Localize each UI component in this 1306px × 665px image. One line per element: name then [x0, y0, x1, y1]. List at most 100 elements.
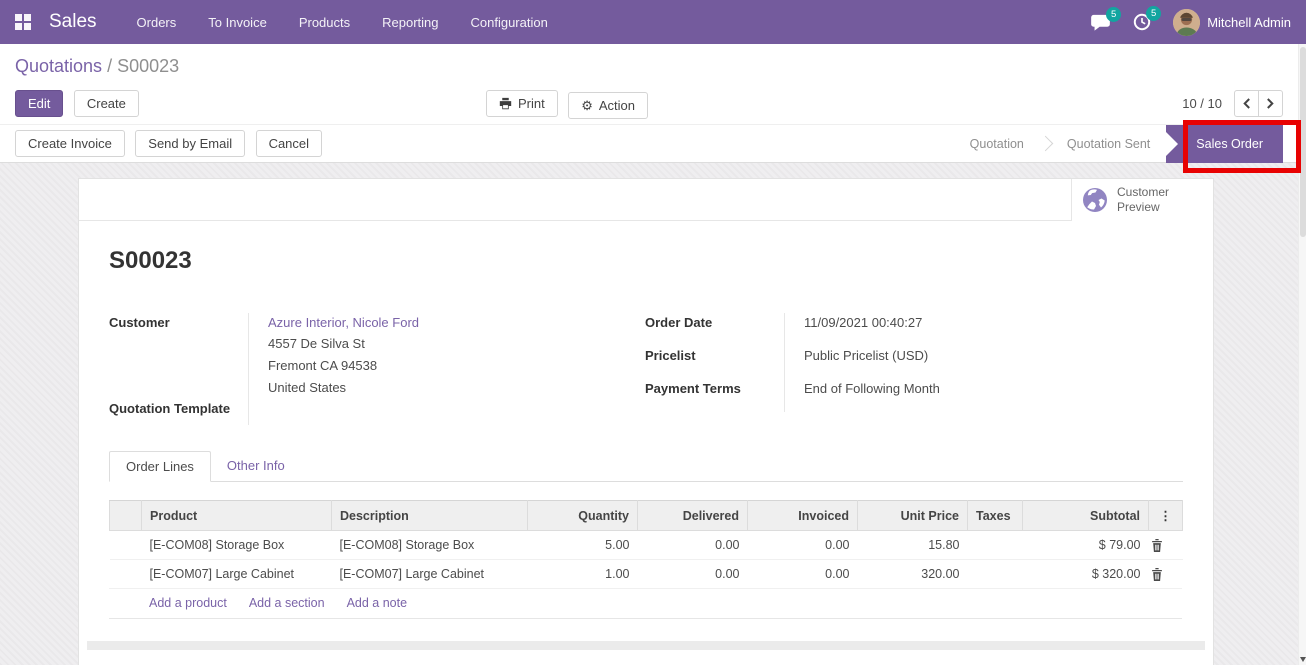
menu-products[interactable]: Products: [299, 11, 350, 34]
cell-product[interactable]: [E-COM08] Storage Box: [142, 531, 332, 560]
statusbar: Quotation Quotation Sent Sales Order: [970, 125, 1283, 162]
create-button[interactable]: Create: [74, 90, 139, 117]
add-a-product-link[interactable]: Add a product: [149, 596, 227, 610]
menu-to-invoice[interactable]: To Invoice: [208, 11, 267, 34]
cell-taxes[interactable]: [968, 531, 1023, 560]
messages-button[interactable]: 5: [1090, 14, 1111, 31]
content-area: Customer Preview S00023 Customer Azure I…: [0, 163, 1298, 665]
activities-button[interactable]: 5: [1133, 13, 1151, 31]
page: Sales Orders To Invoice Products Reporti…: [0, 0, 1306, 665]
add-a-note-link[interactable]: Add a note: [347, 596, 407, 610]
trash-icon: [1151, 568, 1181, 581]
optional-columns-toggle-icon[interactable]: ⋮: [1149, 501, 1183, 531]
status-quotation-sent[interactable]: Quotation Sent: [1067, 137, 1150, 151]
print-button[interactable]: Print: [486, 90, 558, 117]
create-invoice-button[interactable]: Create Invoice: [15, 130, 125, 157]
col-delivered[interactable]: Delivered: [638, 501, 748, 531]
cell-unit-price[interactable]: 15.80: [858, 531, 968, 560]
order-date-value: 11/09/2021 00:40:27: [784, 313, 1181, 346]
form-sheet: Customer Preview S00023 Customer Azure I…: [78, 178, 1214, 665]
pricelist-label: Pricelist: [645, 346, 784, 379]
messages-count-badge: 5: [1106, 7, 1121, 22]
payment-terms-value: End of Following Month: [784, 379, 1181, 412]
customer-address-city: Fremont CA 94538: [268, 357, 645, 374]
apps-menu-icon[interactable]: [15, 14, 31, 30]
col-unit-price[interactable]: Unit Price: [858, 501, 968, 531]
breadcrumb-quotations-link[interactable]: Quotations: [15, 56, 102, 76]
breadcrumb-separator: /: [107, 56, 112, 76]
user-name: Mitchell Admin: [1207, 15, 1291, 30]
order-lines-table: Product Description Quantity Delivered I…: [109, 500, 1182, 619]
cell-unit-price[interactable]: 320.00: [858, 560, 968, 589]
pager-next-button[interactable]: [1258, 90, 1283, 117]
cell-description[interactable]: [E-COM08] Storage Box: [332, 531, 528, 560]
tab-other-info[interactable]: Other Info: [211, 451, 301, 481]
cell-invoiced[interactable]: 0.00: [748, 531, 858, 560]
cell-product[interactable]: [E-COM07] Large Cabinet: [142, 560, 332, 589]
delete-line-button[interactable]: [1149, 560, 1183, 589]
customer-address-street: 4557 De Silva St: [268, 335, 645, 352]
trash-icon: [1151, 539, 1181, 552]
cell-subtotal[interactable]: $ 79.00: [1023, 531, 1149, 560]
menu-configuration[interactable]: Configuration: [471, 11, 548, 34]
cell-delivered[interactable]: 0.00: [638, 560, 748, 589]
avatar: [1173, 9, 1200, 36]
col-quantity[interactable]: Quantity: [528, 501, 638, 531]
action-button[interactable]: ⚙ Action: [568, 92, 648, 119]
row-handle[interactable]: [110, 560, 142, 589]
quotation-template-label: Quotation Template: [109, 399, 248, 425]
notebook-tabs: Order Lines Other Info: [109, 451, 1183, 482]
order-date-label: Order Date: [645, 313, 784, 346]
status-row: Create Invoice Send by Email Cancel Quot…: [0, 124, 1298, 163]
scrollbar-down-arrow[interactable]: [1300, 657, 1306, 662]
gear-icon: ⚙: [581, 99, 593, 112]
row-handle[interactable]: [110, 531, 142, 560]
customer-preview-label: Customer Preview: [1117, 185, 1187, 215]
status-chevron-icon: [1038, 136, 1054, 152]
col-product[interactable]: Product: [142, 501, 332, 531]
status-quotation[interactable]: Quotation: [970, 137, 1024, 151]
status-sales-order-active[interactable]: Sales Order: [1166, 125, 1283, 163]
navbar-menu: Orders To Invoice Products Reporting Con…: [137, 11, 548, 34]
cell-quantity[interactable]: 1.00: [528, 560, 638, 589]
top-navbar: Sales Orders To Invoice Products Reporti…: [0, 0, 1306, 44]
cell-invoiced[interactable]: 0.00: [748, 560, 858, 589]
cell-delivered[interactable]: 0.00: [638, 531, 748, 560]
globe-icon: [1082, 187, 1108, 213]
send-by-email-button[interactable]: Send by Email: [135, 130, 245, 157]
cell-taxes[interactable]: [968, 560, 1023, 589]
table-row[interactable]: [E-COM07] Large Cabinet [E-COM07] Large …: [110, 560, 1183, 589]
activities-count-badge: 5: [1146, 6, 1161, 21]
add-a-section-link[interactable]: Add a section: [249, 596, 325, 610]
quotation-template-value: [248, 399, 645, 425]
chevron-right-icon: [1266, 98, 1275, 109]
col-description[interactable]: Description: [332, 501, 528, 531]
user-menu[interactable]: Mitchell Admin: [1173, 9, 1291, 36]
delete-line-button[interactable]: [1149, 531, 1183, 560]
customer-preview-button[interactable]: Customer Preview: [1071, 179, 1213, 221]
col-invoiced[interactable]: Invoiced: [748, 501, 858, 531]
cell-subtotal[interactable]: $ 320.00: [1023, 560, 1149, 589]
customer-address-country: United States: [268, 379, 645, 396]
tab-order-lines[interactable]: Order Lines: [109, 451, 211, 482]
chevron-left-icon: [1242, 98, 1251, 109]
sheet-button-box: Customer Preview: [79, 179, 1213, 221]
pager-previous-button[interactable]: [1234, 90, 1259, 117]
scrollbar-thumb[interactable]: [1300, 47, 1306, 237]
menu-orders[interactable]: Orders: [137, 11, 177, 34]
col-taxes[interactable]: Taxes: [968, 501, 1023, 531]
cell-quantity[interactable]: 5.00: [528, 531, 638, 560]
col-subtotal[interactable]: Subtotal: [1023, 501, 1149, 531]
bottom-separator: [87, 641, 1205, 650]
edit-button[interactable]: Edit: [15, 90, 63, 117]
cancel-button[interactable]: Cancel: [256, 130, 322, 157]
customer-value-link[interactable]: Azure Interior, Nicole Ford: [268, 315, 645, 330]
cell-description[interactable]: [E-COM07] Large Cabinet: [332, 560, 528, 589]
menu-reporting[interactable]: Reporting: [382, 11, 438, 34]
printer-icon: [499, 97, 512, 110]
table-row[interactable]: [E-COM08] Storage Box [E-COM08] Storage …: [110, 531, 1183, 560]
button-row: Edit Create Print ⚙ Action 10 / 10: [0, 82, 1298, 124]
vertical-scrollbar[interactable]: [1298, 44, 1306, 665]
app-name[interactable]: Sales: [49, 11, 97, 33]
breadcrumb-current: S00023: [117, 56, 179, 76]
